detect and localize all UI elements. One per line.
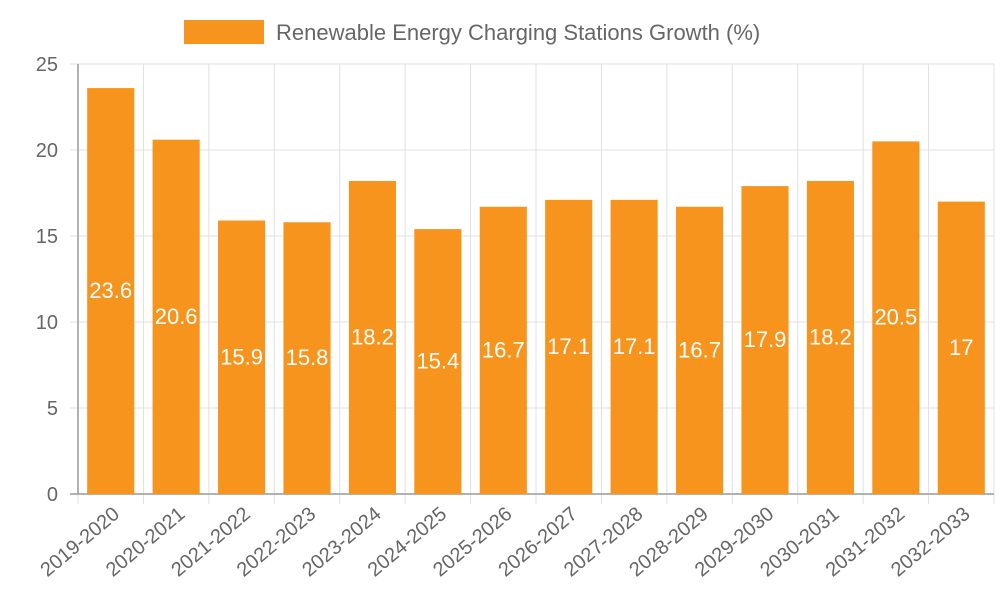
bar[interactable] [152, 139, 200, 494]
bar[interactable] [741, 186, 789, 494]
bar-value-label: 18.2 [351, 324, 394, 349]
bar[interactable] [414, 229, 462, 494]
y-axis-ticks: 0 5 10 15 20 25 [36, 54, 58, 506]
bar[interactable] [283, 222, 331, 495]
bar[interactable] [348, 180, 396, 494]
bar-value-label: 18.2 [809, 324, 852, 349]
y-tick-label: 5 [47, 398, 58, 420]
bar[interactable] [87, 88, 135, 494]
bar-value-label: 17 [949, 335, 973, 360]
bar[interactable] [545, 199, 593, 494]
y-tick-label: 10 [36, 312, 58, 334]
bar[interactable] [218, 220, 266, 494]
bars [87, 88, 985, 495]
data-labels: 23.6 20.6 15.9 15.8 18.2 15.4 16.7 17.1 17.1 16.7… [89, 278, 973, 374]
bar[interactable] [937, 201, 985, 494]
bar-value-label: 15.8 [286, 345, 329, 370]
bar-value-label: 16.7 [482, 337, 525, 362]
y-tick-label: 25 [36, 54, 58, 76]
bar-value-label: 17.1 [547, 334, 590, 359]
y-tick-label: 15 [36, 226, 58, 248]
bar-value-label: 16.7 [678, 337, 721, 362]
y-tick-label: 0 [47, 484, 58, 506]
bar-value-label: 17.1 [613, 334, 656, 359]
legend-swatch [184, 20, 264, 44]
bar-value-label: 15.9 [220, 344, 263, 369]
bar-value-label: 17.9 [744, 327, 787, 352]
bar-value-label: 20.6 [155, 304, 198, 329]
grid [70, 63, 995, 504]
bar-value-label: 23.6 [89, 278, 132, 303]
bar[interactable] [806, 180, 854, 494]
bar[interactable] [479, 206, 527, 494]
bar[interactable] [676, 206, 724, 494]
legend-label: Renewable Energy Charging Stations Growt… [276, 20, 760, 45]
bar[interactable] [610, 199, 658, 494]
legend[interactable]: Renewable Energy Charging Stations Growt… [184, 20, 760, 45]
bar-value-label: 15.4 [416, 349, 459, 374]
y-tick-label: 20 [36, 140, 58, 162]
bar[interactable] [872, 141, 920, 494]
bar-value-label: 20.5 [874, 305, 917, 330]
x-axis-ticks: 2019-20202020-20212021-20222022-20232023… [37, 503, 975, 581]
